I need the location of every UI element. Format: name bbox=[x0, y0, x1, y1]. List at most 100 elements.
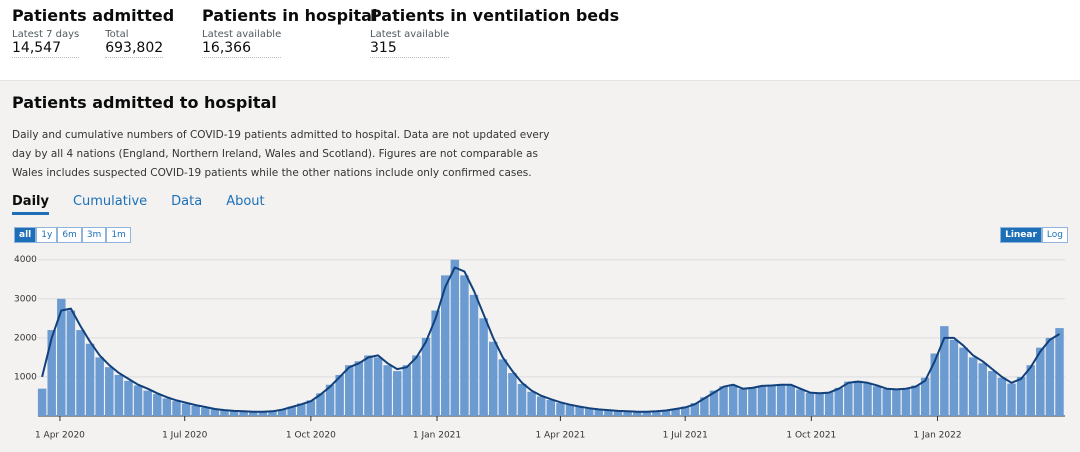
bar bbox=[364, 355, 373, 416]
stat-item: Total 693,802 bbox=[105, 29, 164, 58]
bar bbox=[460, 275, 469, 416]
tab[interactable]: About bbox=[226, 194, 265, 209]
bar bbox=[450, 259, 460, 416]
bar bbox=[805, 392, 815, 416]
bar bbox=[517, 383, 527, 416]
bar bbox=[872, 386, 882, 416]
bar bbox=[930, 353, 939, 416]
bar bbox=[623, 411, 632, 416]
y-tick-label: 4000 bbox=[14, 255, 37, 265]
bar bbox=[594, 409, 604, 416]
bar bbox=[565, 405, 575, 416]
stat-title: Patients admitted bbox=[12, 6, 175, 25]
bar bbox=[757, 385, 767, 416]
bar bbox=[316, 393, 325, 416]
stat-label: Latest available bbox=[202, 29, 282, 40]
bar bbox=[844, 381, 853, 416]
bar bbox=[76, 330, 85, 416]
bar bbox=[911, 385, 920, 416]
bar bbox=[882, 389, 891, 416]
tab[interactable]: Cumulative bbox=[72, 194, 148, 209]
x-tick-label: 1 Oct 2020 bbox=[286, 431, 336, 441]
bar bbox=[172, 401, 181, 416]
bar bbox=[335, 374, 344, 416]
bar bbox=[210, 409, 220, 416]
stat-value: 693,802 bbox=[105, 40, 164, 58]
stat-label: Latest available bbox=[370, 29, 450, 40]
bar bbox=[383, 365, 392, 416]
bar bbox=[258, 411, 268, 416]
card-title: Patients admitted to hospital bbox=[12, 93, 277, 112]
x-tick-label: 1 Jul 2020 bbox=[162, 431, 207, 441]
stat-title: Patients in ventilation beds bbox=[370, 6, 620, 25]
range-button[interactable]: all bbox=[14, 227, 37, 243]
bar bbox=[325, 384, 335, 416]
range-button[interactable]: 1m bbox=[106, 227, 131, 243]
stat: Patients admitted Latest 7 days 14,547 Tota… bbox=[12, 6, 189, 58]
bar bbox=[536, 396, 546, 416]
stat-value: 315 bbox=[370, 40, 450, 58]
bar bbox=[249, 412, 258, 416]
bar bbox=[201, 407, 210, 416]
range-button[interactable]: 1y bbox=[36, 227, 58, 243]
bar bbox=[373, 357, 383, 416]
bar bbox=[786, 385, 795, 416]
bar bbox=[632, 412, 642, 416]
bar bbox=[469, 294, 479, 416]
bar bbox=[680, 406, 690, 416]
bar bbox=[920, 377, 930, 416]
range-button[interactable]: 3m bbox=[81, 227, 107, 243]
stat: Patients in ventilation beds Latest avail… bbox=[370, 6, 619, 58]
y-tick-label: 1000 bbox=[14, 372, 37, 382]
bar bbox=[776, 383, 786, 416]
bar bbox=[968, 357, 978, 416]
stat-item: Latest available 16,366 bbox=[202, 29, 282, 58]
bar bbox=[824, 392, 834, 416]
bar bbox=[345, 365, 354, 416]
bar bbox=[124, 380, 133, 416]
bar bbox=[748, 387, 757, 416]
tab[interactable]: Data bbox=[171, 194, 203, 209]
x-tick-label: 1 Oct 2021 bbox=[786, 431, 836, 441]
bar bbox=[527, 391, 536, 416]
bar bbox=[642, 411, 652, 416]
bar bbox=[402, 365, 412, 416]
bar bbox=[1026, 365, 1035, 416]
bar bbox=[153, 394, 162, 416]
x-tick-label: 1 Apr 2021 bbox=[535, 431, 585, 441]
tab[interactable]: Daily bbox=[12, 194, 49, 215]
bar bbox=[671, 408, 680, 416]
stat-item: Latest available 315 bbox=[370, 29, 450, 58]
x-tick-label: 1 Jan 2022 bbox=[913, 431, 961, 441]
bar bbox=[181, 403, 191, 416]
y-tick-label: 3000 bbox=[14, 294, 37, 304]
x-tick-label: 1 Apr 2020 bbox=[35, 431, 85, 441]
bar bbox=[441, 275, 450, 416]
bar bbox=[700, 397, 709, 416]
range-button[interactable]: 6m bbox=[57, 227, 82, 243]
scale-button[interactable]: Log bbox=[1041, 227, 1068, 243]
bar bbox=[268, 411, 277, 416]
bar bbox=[575, 407, 584, 416]
bar bbox=[652, 411, 661, 416]
bar bbox=[959, 347, 968, 416]
bar bbox=[191, 405, 200, 416]
bar bbox=[719, 386, 728, 416]
bar bbox=[546, 399, 556, 416]
bar bbox=[892, 389, 901, 416]
bar bbox=[47, 330, 56, 416]
bar bbox=[901, 388, 911, 416]
bar bbox=[277, 409, 287, 416]
stat-title: Patients in hospital bbox=[202, 6, 378, 25]
bar bbox=[489, 341, 498, 416]
stat-label: Latest 7 days bbox=[12, 29, 80, 40]
x-tick-label: 1 Jul 2021 bbox=[663, 431, 708, 441]
bar bbox=[297, 403, 306, 416]
bar bbox=[1045, 337, 1055, 416]
bar bbox=[287, 406, 296, 416]
bar bbox=[997, 377, 1007, 416]
bar bbox=[133, 385, 143, 416]
bar bbox=[853, 380, 863, 416]
scale-button[interactable]: Linear bbox=[1000, 227, 1042, 243]
stat: Patients in hospital Latest available 16,3… bbox=[202, 6, 377, 58]
